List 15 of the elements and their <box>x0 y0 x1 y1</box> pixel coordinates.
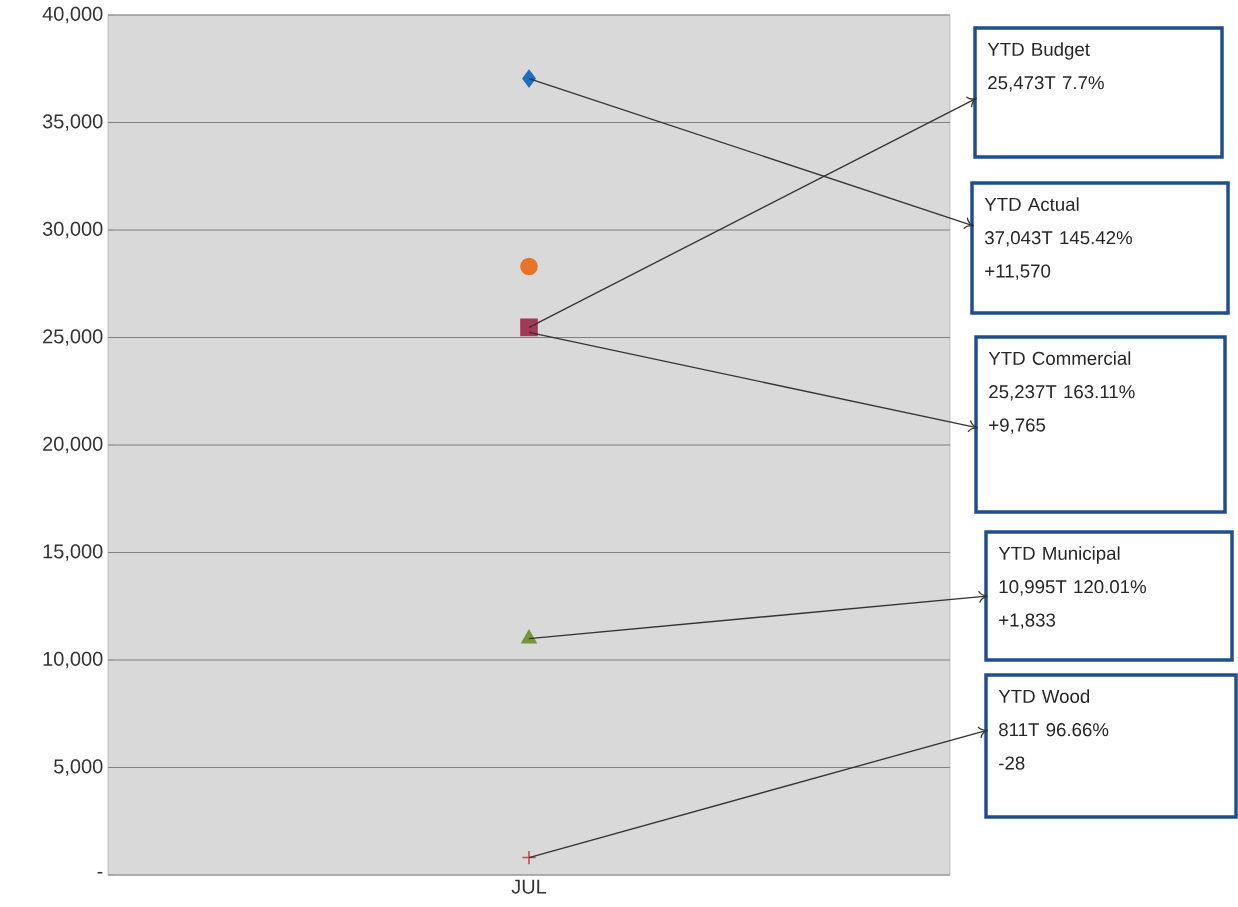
annotation: YTD Budget 25,473T 7.7% <box>987 42 1104 92</box>
y-tick-label: 25,000 <box>43 329 103 346</box>
annotation: YTD Wood 811T 96.66% -28 <box>998 689 1109 770</box>
y-tick-label: 10,000 <box>43 651 103 669</box>
annotation: YTD Municipal 10,995T 120.01% +1,833 <box>998 546 1146 629</box>
y-tick-label: 15,000 <box>43 544 103 561</box>
y-tick-label: 5,000 <box>54 759 103 776</box>
x-tick-label: JUL <box>511 879 547 894</box>
y-tick-label: - <box>97 871 103 874</box>
annotation: YTD Commercial 25,237T 163.11% +9,765 <box>988 351 1135 434</box>
annotation: YTD Actual 37,043T 145.42% +11,570 <box>984 197 1132 280</box>
y-tick-label: 20,000 <box>43 436 103 454</box>
y-tick-label: 35,000 <box>42 114 103 131</box>
y-tick-label: 40,000 <box>42 6 103 24</box>
y-tick-label: 30,000 <box>42 221 103 239</box>
